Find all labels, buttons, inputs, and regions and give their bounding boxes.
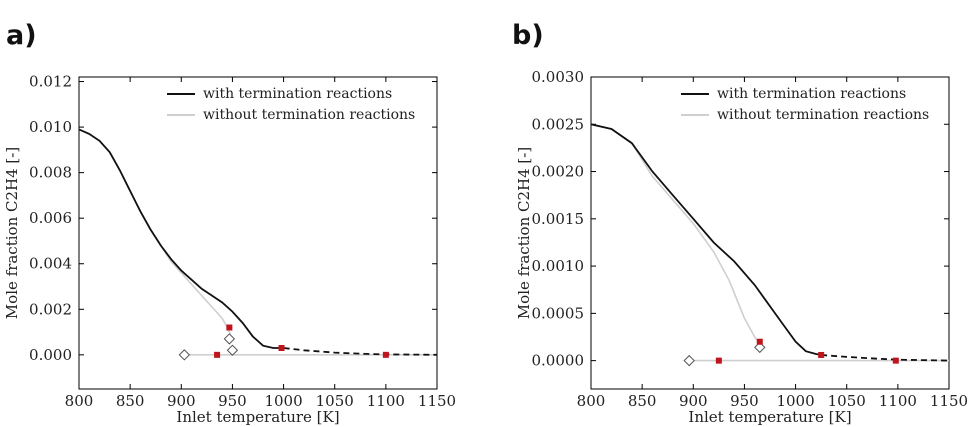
legend-label: without termination reactions <box>717 107 929 123</box>
x-tick-label: 850 <box>628 392 657 410</box>
x-tick-label: 850 <box>116 392 145 410</box>
y-tick-label: 0.012 <box>29 73 72 91</box>
x-tick-label: 1100 <box>367 392 405 410</box>
y-tick-label: 0.0020 <box>532 163 585 181</box>
x-tick-label: 800 <box>577 392 606 410</box>
red-square-marker <box>715 357 722 364</box>
y-tick-label: 0.008 <box>29 164 72 182</box>
series-with-termination-line <box>591 123 822 356</box>
x-tick-label: 800 <box>65 392 94 410</box>
open-diamond-marker <box>223 333 236 345</box>
y-tick-label: 0.0025 <box>532 115 585 133</box>
open-diamond-marker <box>683 354 695 367</box>
x-tick-label: 900 <box>679 392 708 410</box>
open-diamond-marker <box>178 349 191 361</box>
series-with-termination-dashed <box>821 354 949 362</box>
y-tick-label: 0.0000 <box>532 352 585 370</box>
plot-area <box>79 128 437 361</box>
x-tick-label: 1000 <box>264 392 302 410</box>
panel-label-b: b) <box>512 20 544 51</box>
red-square-marker <box>226 324 233 331</box>
panel-label-a: a) <box>6 20 37 51</box>
red-square-marker <box>756 338 763 345</box>
y-tick-label: 0.0030 <box>532 68 585 86</box>
x-tick-label: 900 <box>167 392 196 410</box>
chart-panel-b: 800 850 900 950 1000 1050 1100 1150 0.0000 0.0005… <box>515 68 968 426</box>
plot-area <box>591 123 949 367</box>
y-tick-label: 0.0010 <box>532 257 585 275</box>
y-tick-label: 0.010 <box>29 118 72 136</box>
red-square-marker <box>818 351 825 358</box>
y-tick-label: 0.000 <box>29 346 72 364</box>
x-tick-label: 1050 <box>828 392 866 410</box>
y-tick-label: 0.0015 <box>532 210 585 228</box>
x-tick-label: 1150 <box>418 392 456 410</box>
series-with-termination-line <box>79 128 284 349</box>
x-tick-label: 1150 <box>930 392 968 410</box>
legend-label: with termination reactions <box>717 86 906 102</box>
legend-label: with termination reactions <box>203 86 392 102</box>
series-without-termination-line <box>591 123 761 345</box>
y-tick-label: 0.004 <box>29 255 72 273</box>
series-without-termination-line <box>79 128 232 335</box>
y-tick-label: 0.0005 <box>532 304 585 322</box>
red-square-marker <box>892 357 899 364</box>
y-tick-label: 0.006 <box>29 209 72 227</box>
plot-frame <box>590 76 950 390</box>
open-diamond-marker <box>754 341 766 354</box>
red-square-marker <box>278 345 285 352</box>
y-axis-title: Mole fraction C2H4 [-] <box>3 147 21 319</box>
x-tick-label: 950 <box>730 392 759 410</box>
plot-frame <box>78 76 438 390</box>
x-tick-label: 1000 <box>776 392 814 410</box>
red-square-marker <box>382 351 389 358</box>
open-diamond-marker <box>226 344 239 356</box>
y-tick-label: 0.002 <box>29 300 72 318</box>
x-tick-label: 1050 <box>316 392 354 410</box>
x-tick-label: 950 <box>218 392 247 410</box>
x-tick-label: 1100 <box>879 392 917 410</box>
y-axis-title: Mole fraction C2H4 [-] <box>515 147 533 319</box>
x-axis-title: Inlet temperature [K] <box>176 408 339 426</box>
x-axis-title: Inlet temperature [K] <box>688 408 851 426</box>
red-square-marker <box>214 351 221 358</box>
series-with-termination-dashed <box>283 347 437 356</box>
chart-panel-a: 800 850 900 950 1000 1050 1100 1150 0.000 0.002 0.… <box>3 73 456 426</box>
legend-label: without termination reactions <box>203 107 415 123</box>
